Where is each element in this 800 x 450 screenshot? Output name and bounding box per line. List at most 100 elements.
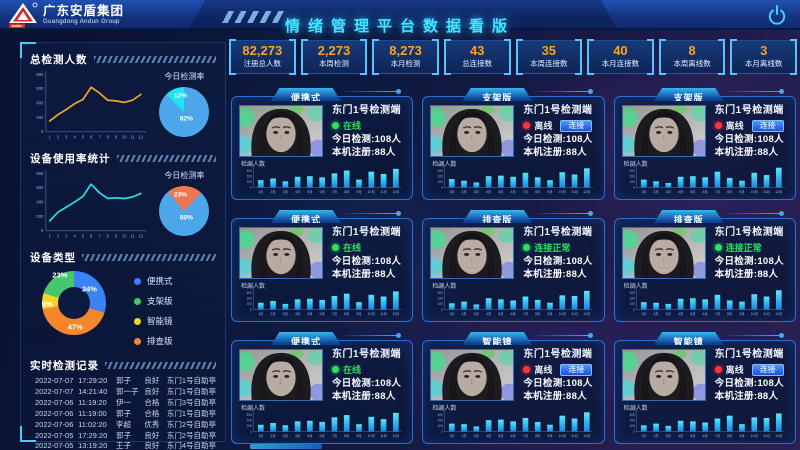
record-name: 王子 bbox=[115, 441, 131, 450]
connect-button[interactable]: 连接 bbox=[560, 119, 593, 132]
record-time: 11:19:20 bbox=[78, 397, 107, 407]
today-count: 今日检测:108人 bbox=[714, 134, 784, 145]
section-total-detected: 总检测人数 0 200 400 600 800 1 2 3 4 5 6 7 8 9 10 11 12 今日检测率… bbox=[30, 52, 216, 148]
svg-text:5月: 5月 bbox=[499, 434, 504, 438]
camera-feed bbox=[621, 349, 706, 401]
section-usage: 设备使用率统计 0 200 400 600 800 1 2 3 4 5 6 7 8 9 10 11 12 今日检… bbox=[30, 151, 216, 247]
svg-text:11月: 11月 bbox=[380, 190, 387, 194]
svg-text:200: 200 bbox=[629, 296, 635, 300]
status-dot-icon bbox=[714, 366, 722, 373]
svg-text:300: 300 bbox=[246, 169, 252, 173]
legend-item: 智能镜 bbox=[134, 315, 173, 327]
svg-text:12: 12 bbox=[138, 234, 143, 239]
svg-text:10: 10 bbox=[122, 234, 127, 239]
svg-text:200: 200 bbox=[36, 214, 44, 219]
camera-feed bbox=[239, 349, 323, 401]
registered-count: 本机注册:88人 bbox=[332, 391, 396, 402]
svg-text:4月: 4月 bbox=[678, 312, 683, 316]
stat-value: 40 bbox=[613, 43, 628, 58]
device-panel-body: 东门1号检测端 连接正常 今日检测:108人 本机注册:88人 检测人数 010… bbox=[613, 218, 796, 322]
svg-text:6: 6 bbox=[90, 135, 93, 140]
svg-text:12月: 12月 bbox=[584, 312, 591, 316]
record-location: 东门1号自助亭 bbox=[166, 376, 216, 385]
svg-text:600: 600 bbox=[36, 86, 44, 91]
connect-button[interactable]: 连接 bbox=[751, 119, 784, 132]
status-text: 离线 bbox=[725, 365, 744, 375]
device-panel: 智能镜 东门1号检测端 离线 连接 今日检测:108人 本机注册:88人 检测人… bbox=[422, 332, 605, 444]
status-dot-icon bbox=[332, 244, 339, 251]
stat-box: 35 本周连接数 bbox=[515, 39, 582, 75]
svg-text:7: 7 bbox=[98, 234, 101, 239]
record-date: 2022-07-05 bbox=[35, 430, 74, 440]
legend-label: 智能镜 bbox=[147, 316, 173, 326]
connect-button[interactable]: 连接 bbox=[751, 363, 784, 376]
record-date: 2022-07-06 bbox=[35, 419, 74, 429]
svg-text:7月: 7月 bbox=[523, 434, 528, 438]
power-icon bbox=[768, 5, 786, 25]
company-logo: andun 广东安盾集团 Guangdong Andun Group bbox=[8, 2, 124, 28]
stat-box: 2,273 本周检测 bbox=[300, 39, 367, 75]
pie-slice-label: 12% bbox=[173, 92, 187, 99]
svg-text:4月: 4月 bbox=[678, 190, 683, 194]
svg-text:8月: 8月 bbox=[535, 312, 540, 316]
svg-text:11月: 11月 bbox=[380, 312, 387, 316]
svg-text:8月: 8月 bbox=[344, 312, 349, 316]
svg-text:10月: 10月 bbox=[750, 312, 757, 316]
record-time: 13:19:20 bbox=[78, 441, 108, 450]
sidebar: 总检测人数 0 200 400 600 800 1 2 3 4 5 6 7 8 9 10 11 12 今日检测率… bbox=[20, 42, 226, 450]
status-dot-icon bbox=[523, 366, 531, 373]
svg-text:6月: 6月 bbox=[320, 434, 325, 438]
svg-text:6月: 6月 bbox=[320, 312, 325, 316]
svg-text:5月: 5月 bbox=[690, 434, 695, 438]
svg-text:10月: 10月 bbox=[559, 190, 566, 194]
record-name: 郭一子 bbox=[115, 386, 139, 396]
device-type-tab: 排查版 bbox=[653, 210, 724, 223]
hazard-stripes-decoration bbox=[216, 11, 286, 23]
svg-text:7月: 7月 bbox=[332, 312, 337, 316]
legend-label: 排查版 bbox=[147, 336, 173, 346]
status-dot-icon bbox=[523, 122, 531, 129]
record-time: 14:21:40 bbox=[78, 386, 108, 396]
camera-feed bbox=[430, 349, 515, 401]
stat-label: 本月连接数 bbox=[601, 59, 640, 68]
svg-text:3月: 3月 bbox=[665, 434, 670, 438]
svg-text:0: 0 bbox=[633, 308, 635, 312]
record-status: 合格 bbox=[144, 408, 160, 418]
record-row: 2022-07-07 17:29:20 郭子 良好 东门1号自助亭 bbox=[30, 376, 216, 387]
legend-item: 排查版 bbox=[134, 335, 173, 347]
svg-text:200: 200 bbox=[629, 174, 635, 178]
device-panel: 便携式 东门1号检测端 在线 今日检测:108人 本机注册:88人 检测人数 0… bbox=[231, 210, 414, 322]
svg-text:200: 200 bbox=[246, 296, 252, 300]
legend-label: 支架版 bbox=[147, 296, 173, 306]
svg-text:12月: 12月 bbox=[775, 312, 782, 316]
svg-text:400: 400 bbox=[629, 407, 635, 411]
stat-value: 43 bbox=[469, 43, 485, 58]
svg-text:4月: 4月 bbox=[295, 434, 300, 438]
svg-text:8月: 8月 bbox=[535, 190, 540, 194]
svg-text:10月: 10月 bbox=[559, 434, 566, 438]
registered-count: 本机注册:88人 bbox=[714, 391, 779, 402]
stat-value: 2,273 bbox=[317, 43, 351, 58]
svg-text:4: 4 bbox=[73, 234, 76, 239]
svg-text:11月: 11月 bbox=[571, 434, 578, 438]
svg-text:0: 0 bbox=[250, 186, 252, 190]
slashes-decoration bbox=[93, 56, 216, 63]
section-title: 总检测人数 bbox=[30, 54, 88, 66]
svg-text:300: 300 bbox=[438, 291, 444, 295]
svg-text:4月: 4月 bbox=[295, 190, 300, 194]
svg-text:12月: 12月 bbox=[584, 190, 591, 194]
svg-text:4月: 4月 bbox=[678, 434, 683, 438]
power-button[interactable] bbox=[766, 4, 788, 26]
svg-text:3月: 3月 bbox=[283, 190, 288, 194]
svg-text:100: 100 bbox=[438, 302, 444, 306]
record-location: 东门4号自助亭 bbox=[166, 441, 216, 450]
status-text: 离线 bbox=[534, 365, 553, 375]
record-row: 2022-07-06 11:19:00 郭子 合格 东门1号自助亭 bbox=[30, 409, 216, 420]
records-table: 2022-07-07 17:29:20 郭子 良好 东门1号自助亭 2022-0… bbox=[30, 376, 216, 450]
svg-text:10月: 10月 bbox=[750, 190, 757, 194]
legend-label: 便携式 bbox=[147, 276, 173, 286]
connect-button[interactable]: 连接 bbox=[560, 363, 593, 376]
